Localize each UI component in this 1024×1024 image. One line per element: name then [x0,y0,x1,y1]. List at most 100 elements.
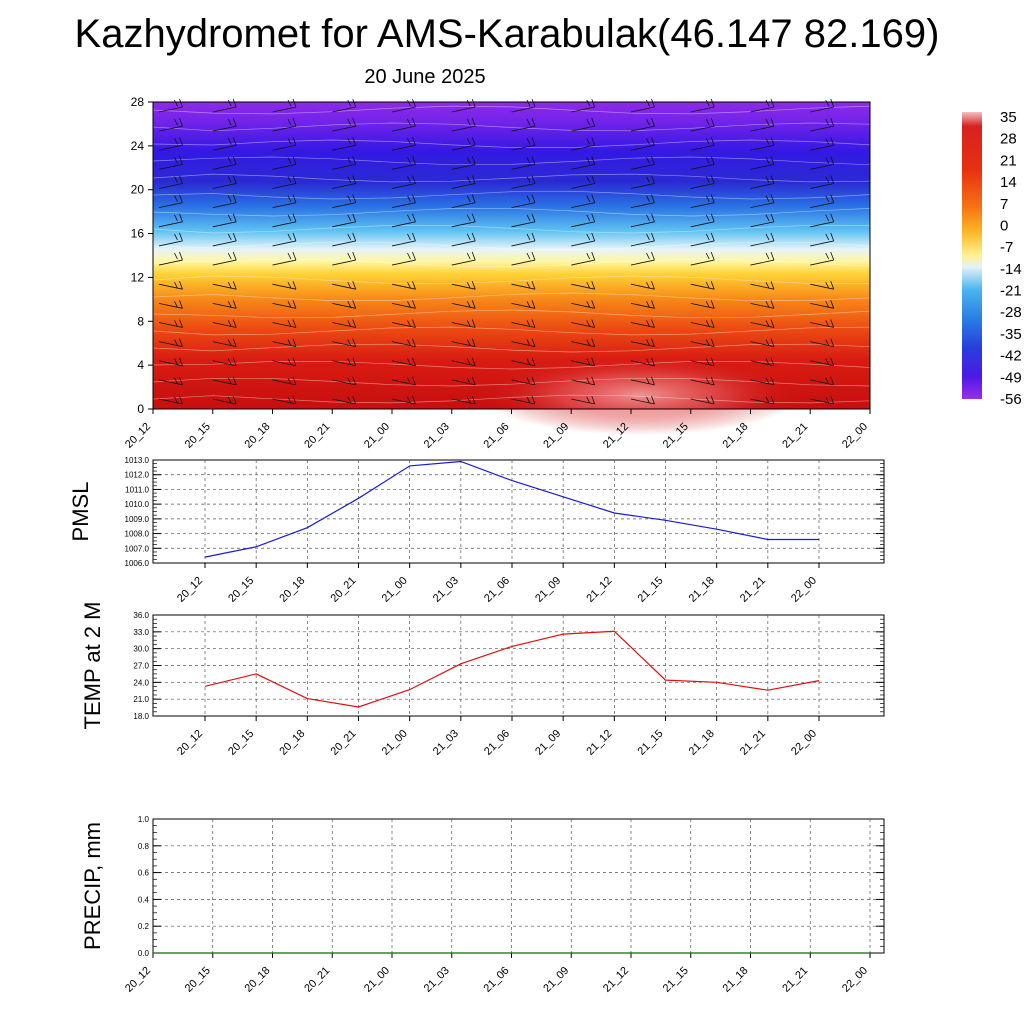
barb-flag [347,282,352,289]
barb-staff [690,360,715,367]
barb-staff [630,202,655,209]
barb-flag [179,156,183,165]
contour-line [152,122,871,132]
barb-staff [451,398,476,405]
barb-flag [765,252,770,260]
pmsl-panel: 1006.0 1007.0 1008.0 1009.0 1010.0 1011.0 1012… [68,456,885,605]
y-tick-label: 8 [137,314,144,328]
barb-flag [646,396,650,404]
wind-barb [272,319,297,328]
wind-barb [750,118,775,132]
barb-flag [352,118,357,127]
colorbar-label: 14 [1000,174,1017,191]
barb-flag [347,138,352,145]
barb-flag [347,358,352,365]
barb-flag [531,319,536,328]
wind-barb [630,156,655,170]
barb-flag [179,300,183,309]
wind-barb [451,395,476,405]
barb-flag [710,98,715,108]
contour-line [152,224,871,234]
contour-line [152,377,871,387]
contour-line [152,241,871,251]
barb-staff [690,202,715,209]
wind-barb [272,175,297,189]
chart-title: Kazhydromet for AMS-Karabulak(46.147 82.… [74,12,940,56]
wind-barb [571,175,596,189]
barb-flag [531,137,536,146]
y-tick-label: 12 [131,270,145,284]
barb-flag [646,320,650,327]
barb-flag [412,156,416,165]
barb-flag [710,338,715,347]
barb-flag [531,281,536,290]
barb-flag [646,339,650,346]
barb-flag [292,137,297,146]
barb-flag [227,214,232,221]
barb-flag [531,395,536,405]
wind-barb [690,232,715,247]
barb-flag [710,251,715,261]
barb-flag [227,233,232,241]
wind-barb [511,232,536,247]
barb-staff [451,302,476,309]
barb-flag [287,377,292,385]
barb-flag [531,357,536,366]
barb-flag [292,156,297,165]
barb-flag [765,195,770,202]
x-tick-label: 20_15 [226,728,256,758]
barb-flag [591,232,596,242]
wind-barb [158,98,183,113]
colorbar-strip [962,112,982,399]
barb-flag [179,338,183,347]
barb-staff [391,202,416,209]
barb-flag [765,233,770,241]
barb-staff [212,183,237,189]
wind-barb [630,118,655,132]
wind-barb [511,98,536,113]
barb-flag [586,339,591,346]
wind-barb [158,395,183,405]
barb-flag [287,195,292,202]
barb-staff [750,302,775,309]
barb-flag [825,118,830,126]
barb-flag [412,194,416,203]
barb-staff [391,341,416,347]
barb-staff [810,125,834,132]
barb-flag [531,376,536,385]
barb-flag [174,138,178,145]
barb-flag [292,213,297,222]
wind-barb [332,232,357,247]
barb-staff [750,125,775,132]
barb-flag [825,99,830,107]
barb-staff [690,240,715,247]
x-tick-label: 21_09 [541,965,571,995]
barb-flag [765,176,770,183]
barb-staff [272,144,297,151]
barb-staff [750,259,775,266]
barb-flag [710,118,715,127]
barb-flag [830,118,835,127]
barb-flag [412,175,416,184]
barb-flag [825,233,830,241]
barb-staff [571,398,595,405]
temperature-cross-section: 0 4 8 12 16 20 24 28 20_12 20_15 20_18 20_21 21_00 2… [123,95,871,451]
barb-staff [630,106,655,113]
barb-staff [750,183,775,189]
barb-staff [810,341,834,347]
wind-barb [212,319,237,328]
contour-line [152,343,871,353]
barb-flag [586,195,591,202]
x-tick-label: 20_18 [243,965,273,995]
barb-staff [391,302,416,309]
barb-staff [750,360,775,367]
wind-barb [332,300,357,309]
x-tick-label: 21_12 [584,575,614,605]
x-tick-label: 21_03 [422,965,452,995]
barb-staff [451,283,476,290]
wind-barb [511,175,536,189]
wind-barb [690,376,715,386]
x-tick-label: 20_21 [329,575,359,605]
barb-flag [347,252,352,260]
x-tick-label: 21_03 [422,421,452,451]
